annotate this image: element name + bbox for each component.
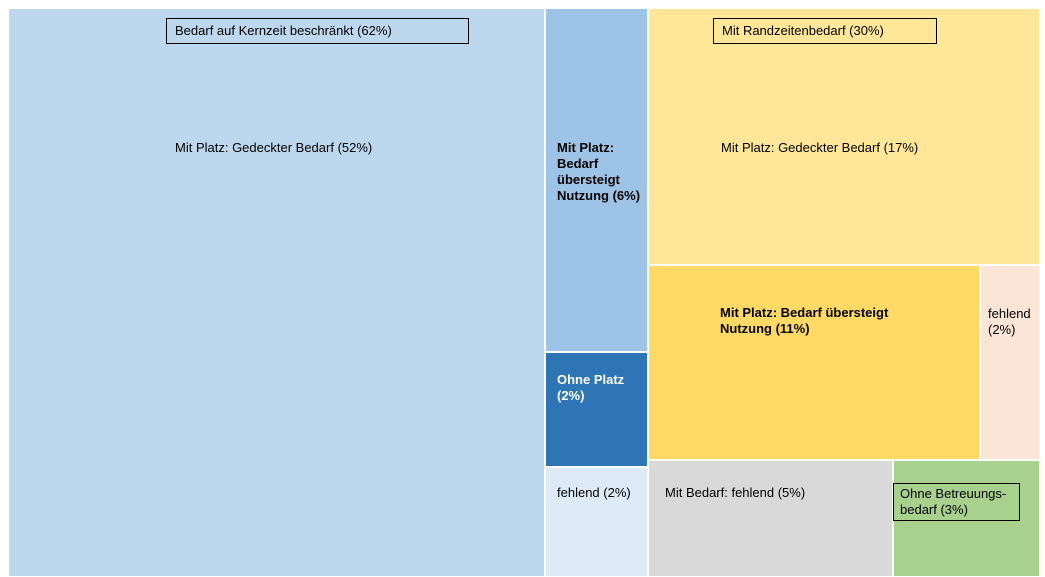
group-label: Mit Randzeitenbedarf (30%) [713,18,937,44]
tile-label: Mit Platz: Bedarf übersteigt Nutzung (6%… [557,140,641,203]
treemap-tile [545,8,648,352]
tile-label: Mit Bedarf: fehlend (5%) [665,485,806,500]
tile-label: Ohne Platz (2%) [557,372,625,403]
tile-label: Ohne Betreuungs-bedarf (3%) [893,483,1020,521]
group-label: Bedarf auf Kernzeit beschränkt (62%) [166,18,469,44]
tile-label: Mit Platz: Gedeckter Bedarf (52%) [175,140,373,155]
tile-label: Mit Platz: Gedeckter Bedarf (17%) [721,140,919,155]
treemap-tile [648,265,980,460]
treemap-tile [545,352,648,467]
tile-label: fehlend (2%) [988,306,1031,337]
treemap-tile [8,8,545,577]
tile-label: fehlend (2%) [557,485,631,500]
treemap-tile [648,460,893,577]
treemap-tile [545,467,648,577]
treemap-tile [648,8,1040,265]
treemap-tile [980,265,1040,460]
tile-label: Mit Platz: Bedarf übersteigt Nutzung (11… [720,305,889,336]
treemap-tile [893,460,1040,577]
